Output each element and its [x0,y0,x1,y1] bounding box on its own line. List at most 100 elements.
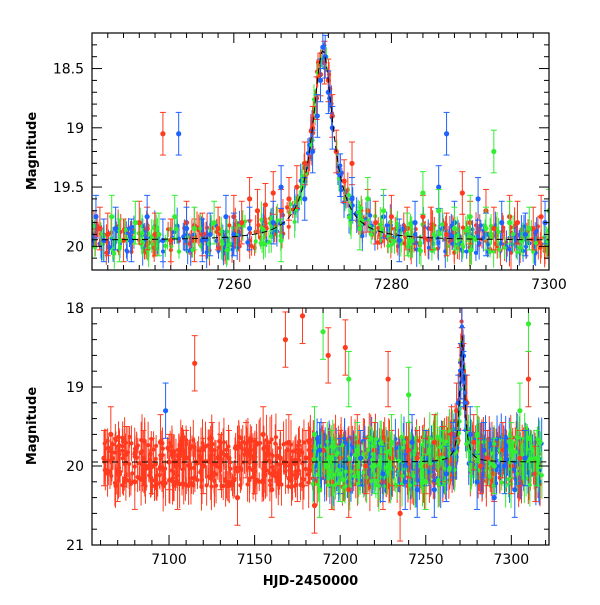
data-point [287,225,291,229]
data-point [395,222,399,226]
blue-point [403,479,408,484]
green-point [436,208,441,213]
blue-point [247,226,252,231]
data-point [444,439,448,443]
blue-point [113,226,118,231]
data-point [368,213,372,217]
data-point [464,228,468,232]
red-point [415,456,420,461]
data-point [340,477,344,481]
data-point [402,440,406,444]
blue-point [358,456,363,461]
data-point [347,193,351,197]
data-point [227,223,231,227]
red-point [420,214,425,219]
red-point [491,226,496,231]
data-point [255,478,259,482]
red-point [373,220,378,225]
green-point [329,456,334,461]
data-point [491,484,495,488]
data-point [111,442,115,446]
red-point [279,208,284,213]
red-point [192,361,197,366]
data-point [161,479,165,483]
red-point [263,202,268,207]
data-point [347,456,351,460]
blue-point [160,238,165,243]
data-point [147,473,151,477]
data-point [293,462,297,466]
data-point [149,437,153,441]
blue-point [481,448,486,453]
data-point [502,246,506,250]
data-point [507,440,511,444]
blue-point [456,400,461,405]
data-point [241,440,245,444]
blue-point [415,487,420,492]
data-point [247,478,251,482]
red-point [149,463,154,468]
green-point [468,214,473,219]
blue-point [475,196,480,201]
data-point [542,249,546,253]
blue-point [315,113,320,118]
data-point [435,435,439,439]
data-point [500,480,504,484]
data-point [344,470,348,474]
blue-point [412,220,417,225]
green-point [491,149,496,154]
data-point [139,451,143,455]
green-point [312,432,317,437]
data-point [528,483,532,487]
data-point [399,435,403,439]
data-point [348,483,352,487]
top-series-layer [90,26,552,271]
data-point [245,240,249,244]
data-point [474,251,478,255]
green-point [381,208,386,213]
data-point [146,443,150,447]
data-point [293,220,297,224]
data-point [361,483,365,487]
data-point [306,472,310,476]
data-point [367,435,371,439]
blue-point [271,220,276,225]
data-point [481,440,485,444]
blue-point [436,184,441,189]
data-point [534,241,538,245]
blue-point [302,196,307,201]
blue-point [499,220,504,225]
data-point [112,251,116,255]
data-point [515,250,519,254]
data-point [177,249,181,253]
data-point [401,446,405,450]
data-point [507,247,511,251]
blue-point [460,353,465,358]
blue-point [176,131,181,136]
data-point [419,472,423,476]
green-point [117,238,122,243]
x-tick-label: 7300 [531,277,567,293]
red-point [326,353,331,358]
y-tick-label: 19.5 [53,180,84,196]
blue-point [380,471,385,476]
red-point [115,471,120,476]
red-point [252,463,257,468]
data-point [163,244,167,248]
blue-point [101,238,106,243]
red-point [209,448,214,453]
red-point [294,184,299,189]
red-point [444,232,449,237]
data-point [270,437,274,441]
data-point [333,437,337,441]
data-point [121,484,125,488]
green-point [452,226,457,231]
red-point [295,471,300,476]
data-point [313,446,317,450]
data-point [114,438,118,442]
data-point [469,474,473,478]
data-point [187,464,191,468]
data-point [146,231,150,235]
data-point [460,242,464,246]
